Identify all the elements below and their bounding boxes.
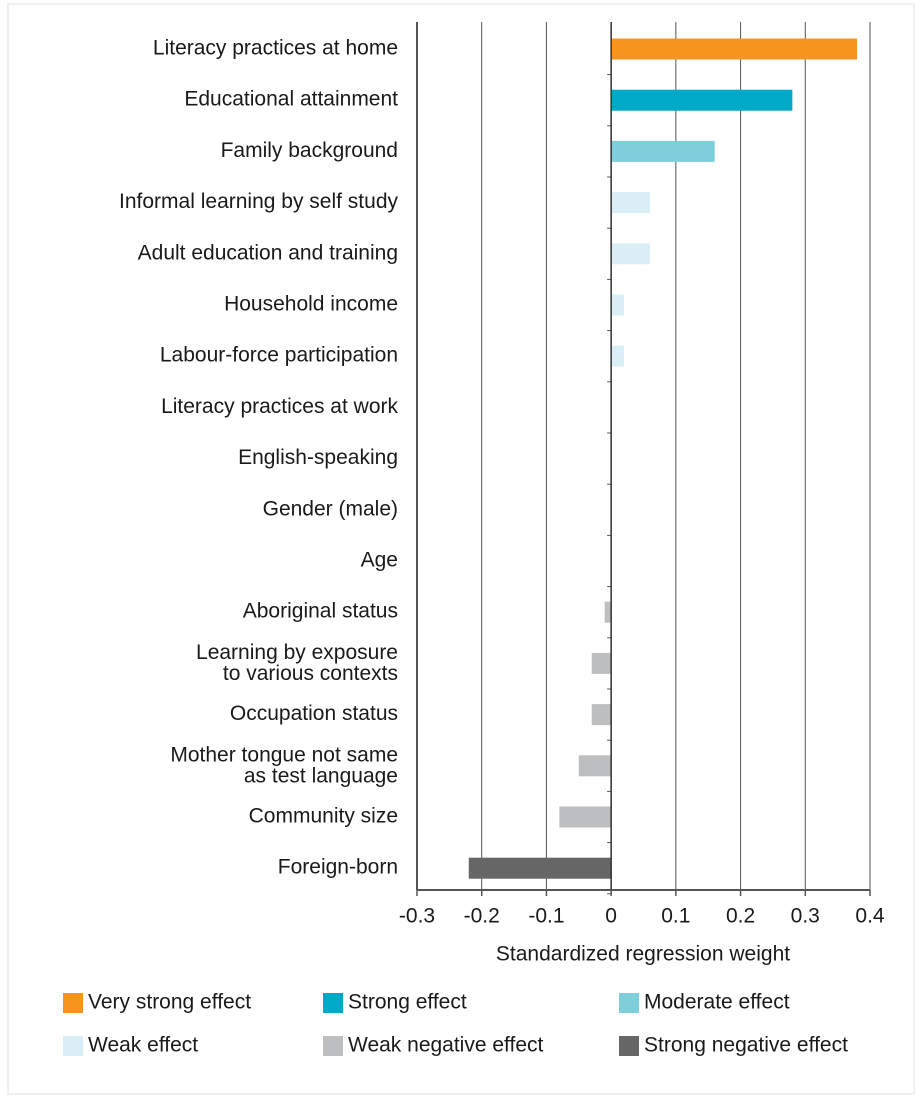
legend-label: Strong negative effect	[644, 1034, 848, 1057]
y-tick-label: Educational attainment	[184, 88, 398, 111]
y-tick-label: Occupation status	[230, 702, 398, 725]
y-tick-label: Foreign-born	[278, 856, 398, 879]
bar	[611, 140, 715, 162]
legend-label: Strong effect	[348, 991, 467, 1014]
x-tick-label: 0.3	[791, 905, 820, 928]
legend-swatch	[619, 993, 639, 1013]
x-tick-label: 0	[605, 905, 617, 928]
legend-label: Weak negative effect	[348, 1034, 544, 1057]
y-tick-label: Gender (male)	[263, 497, 398, 520]
y-tick-label: Adult education and training	[138, 241, 398, 264]
legend-swatch	[323, 993, 343, 1013]
bar	[611, 89, 793, 111]
legend-label: Weak effect	[88, 1034, 198, 1057]
y-tick-label: Literacy practices at home	[153, 37, 398, 60]
bar	[578, 755, 612, 777]
y-tick-label: English-speaking	[238, 446, 398, 469]
y-tick-label: Informal learning by self study	[119, 190, 398, 213]
bar	[611, 294, 625, 316]
y-tick-label: Learning by exposure to various contexts	[196, 640, 398, 684]
x-tick-label: 0.2	[726, 905, 755, 928]
legend-swatch	[63, 993, 83, 1013]
y-tick-label: Age	[361, 549, 398, 572]
y-tick-label: Community size	[249, 805, 398, 828]
legend-swatch	[323, 1036, 343, 1056]
bar	[604, 601, 612, 623]
x-tick-label: -0.3	[399, 905, 435, 928]
y-tick-label: Household income	[224, 293, 398, 316]
x-tick-label: 0.4	[855, 905, 885, 928]
bar	[591, 704, 612, 726]
bar	[611, 192, 650, 214]
frame	[7, 3, 915, 1095]
legend-swatch	[63, 1036, 83, 1056]
y-tick-label: Aboriginal status	[243, 600, 398, 623]
bar	[611, 345, 625, 367]
legend-swatch	[619, 1036, 639, 1056]
bar	[559, 806, 612, 828]
bar	[611, 38, 858, 60]
y-tick-label: Mother tongue not same as test language	[170, 743, 398, 787]
x-tick-label: -0.2	[464, 905, 500, 928]
x-tick-label: 0.1	[661, 905, 690, 928]
y-tick-label: Labour-force participation	[160, 344, 398, 367]
x-tick-label: -0.1	[528, 905, 564, 928]
bar	[611, 243, 650, 265]
bar	[591, 652, 612, 674]
y-tick-label: Family background	[221, 139, 398, 162]
legend-label: Moderate effect	[644, 991, 790, 1014]
legend-label: Very strong effect	[88, 991, 251, 1014]
bar	[468, 857, 612, 879]
y-tick-label: Literacy practices at work	[161, 395, 398, 418]
x-axis-label: Standardized regression weight	[496, 943, 790, 966]
